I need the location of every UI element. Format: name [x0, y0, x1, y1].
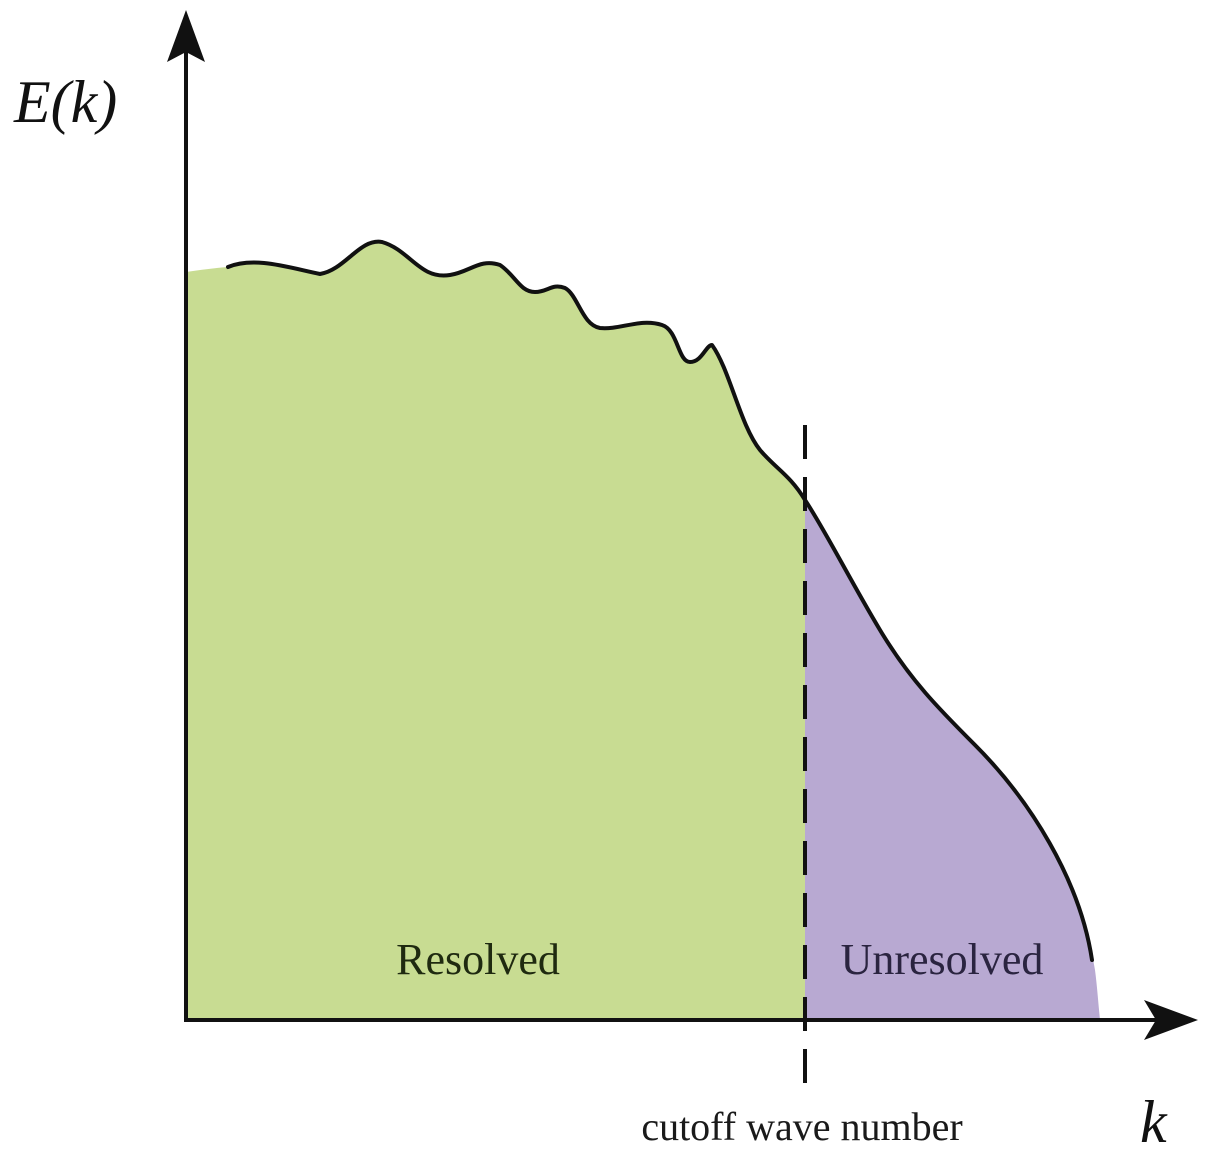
unresolved-label: Unresolved	[841, 935, 1044, 984]
cutoff-label: cutoff wave number	[641, 1104, 962, 1149]
resolved-label: Resolved	[396, 935, 560, 984]
spectrum-curve	[226, 239, 1094, 962]
x-axis-arrowhead	[1144, 1000, 1198, 1040]
resolved-region	[186, 241, 805, 1020]
y-axis-label: E(k)	[13, 69, 117, 135]
x-axis-label: k	[1140, 1089, 1168, 1155]
y-axis-arrowhead	[167, 10, 205, 62]
